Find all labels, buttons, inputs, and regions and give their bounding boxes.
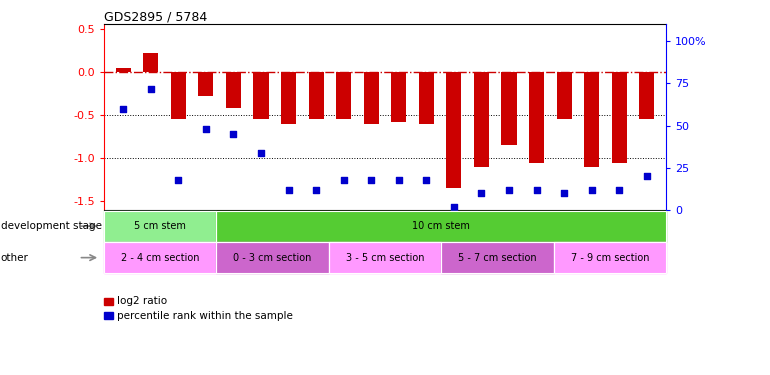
Text: 5 cm stem: 5 cm stem [134, 221, 186, 231]
Bar [557, 72, 571, 119]
Point [172, 177, 185, 183]
Point [641, 173, 653, 179]
Bar [639, 72, 654, 119]
Bar [501, 72, 517, 145]
Text: 7 - 9 cm section: 7 - 9 cm section [571, 253, 649, 262]
Bar [584, 72, 599, 167]
Point [255, 150, 267, 156]
Point [365, 177, 377, 183]
Point [585, 187, 598, 193]
Point [420, 177, 433, 183]
Text: percentile rank within the sample: percentile rank within the sample [117, 311, 293, 321]
Point [531, 187, 543, 193]
Text: other: other [1, 253, 28, 262]
Text: 0 - 3 cm section: 0 - 3 cm section [233, 253, 312, 262]
Bar [391, 72, 407, 122]
Point [475, 190, 487, 196]
Bar [336, 72, 351, 119]
Bar [226, 72, 241, 108]
Point [117, 106, 129, 112]
Bar [199, 72, 213, 96]
Point [337, 177, 350, 183]
Bar [309, 72, 323, 119]
Text: 2 - 4 cm section: 2 - 4 cm section [121, 253, 199, 262]
Bar [447, 72, 461, 188]
Point [227, 131, 239, 137]
Bar [253, 72, 269, 119]
Text: development stage: development stage [1, 221, 102, 231]
Point [283, 187, 295, 193]
Point [613, 187, 625, 193]
Point [145, 86, 157, 92]
Point [199, 126, 212, 132]
Bar [529, 72, 544, 162]
Bar [419, 72, 434, 124]
Bar [143, 53, 159, 72]
Point [503, 187, 515, 193]
Text: 3 - 5 cm section: 3 - 5 cm section [346, 253, 424, 262]
Bar [363, 72, 379, 124]
Point [447, 204, 460, 210]
Bar [474, 72, 489, 167]
Bar [116, 68, 131, 72]
Point [558, 190, 571, 196]
Text: 5 - 7 cm section: 5 - 7 cm section [458, 253, 537, 262]
Bar [281, 72, 296, 124]
Text: log2 ratio: log2 ratio [117, 297, 167, 306]
Point [393, 177, 405, 183]
Text: 10 cm stem: 10 cm stem [412, 221, 470, 231]
Point [310, 187, 323, 193]
Bar [171, 72, 186, 119]
Text: GDS2895 / 5784: GDS2895 / 5784 [104, 10, 207, 23]
Bar [611, 72, 627, 162]
